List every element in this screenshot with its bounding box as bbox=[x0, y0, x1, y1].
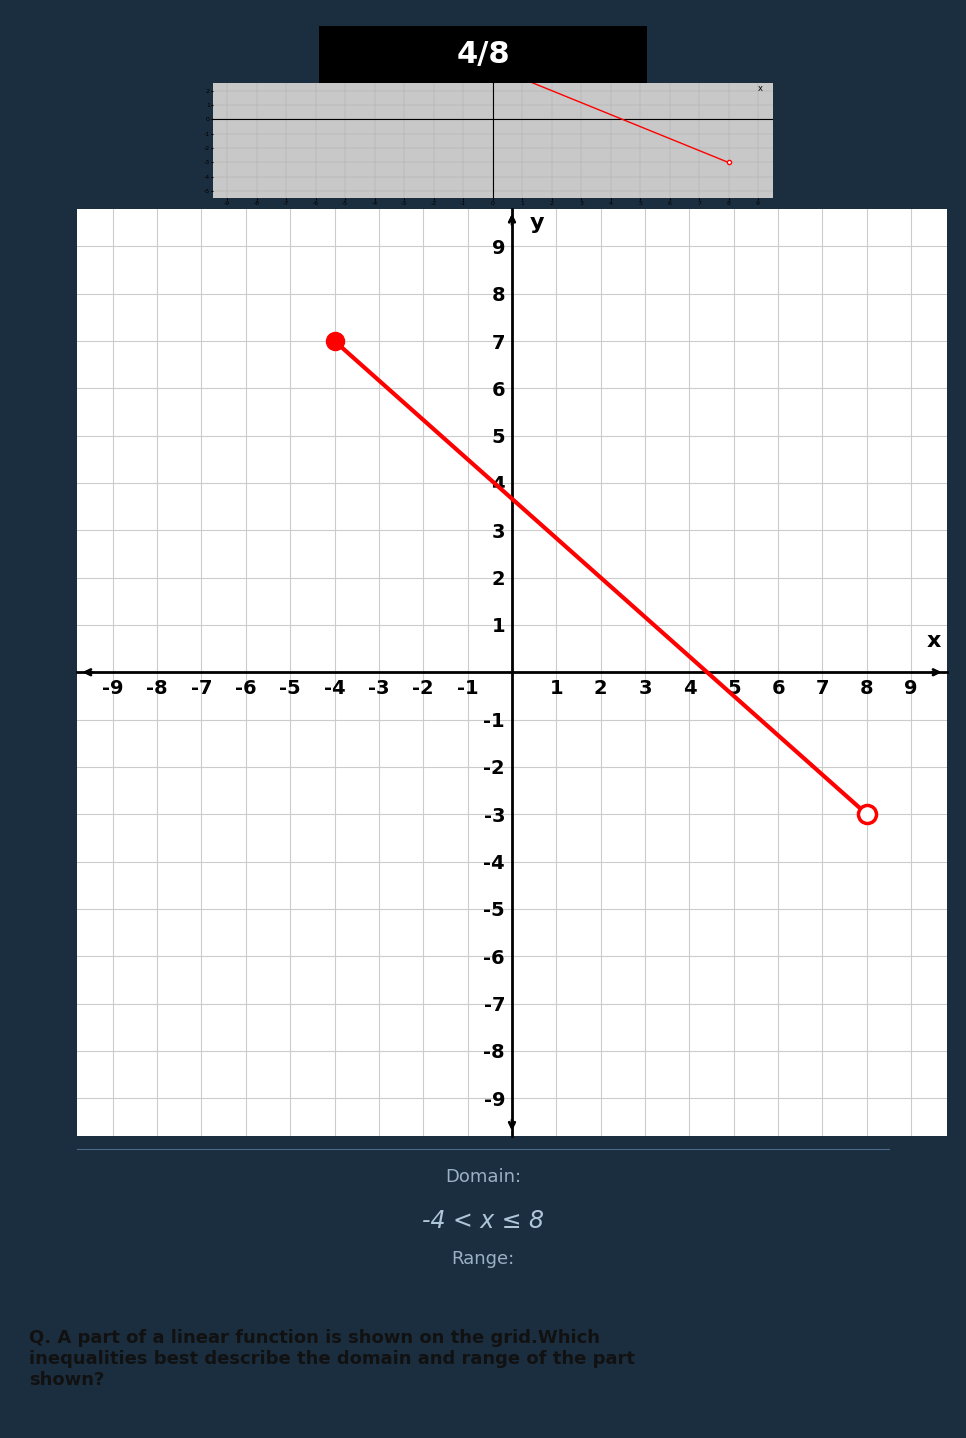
Text: x: x bbox=[758, 83, 763, 92]
Text: y: y bbox=[529, 213, 544, 233]
Text: x: x bbox=[926, 631, 941, 651]
Text: 4/8: 4/8 bbox=[456, 40, 510, 69]
Text: Domain:: Domain: bbox=[445, 1168, 521, 1186]
Text: -4 < x ≤ 8: -4 < x ≤ 8 bbox=[422, 1209, 544, 1234]
Text: Q. A part of a linear function is shown on the grid.Which
inequalities best desc: Q. A part of a linear function is shown … bbox=[29, 1329, 635, 1389]
Text: Range:: Range: bbox=[451, 1251, 515, 1268]
